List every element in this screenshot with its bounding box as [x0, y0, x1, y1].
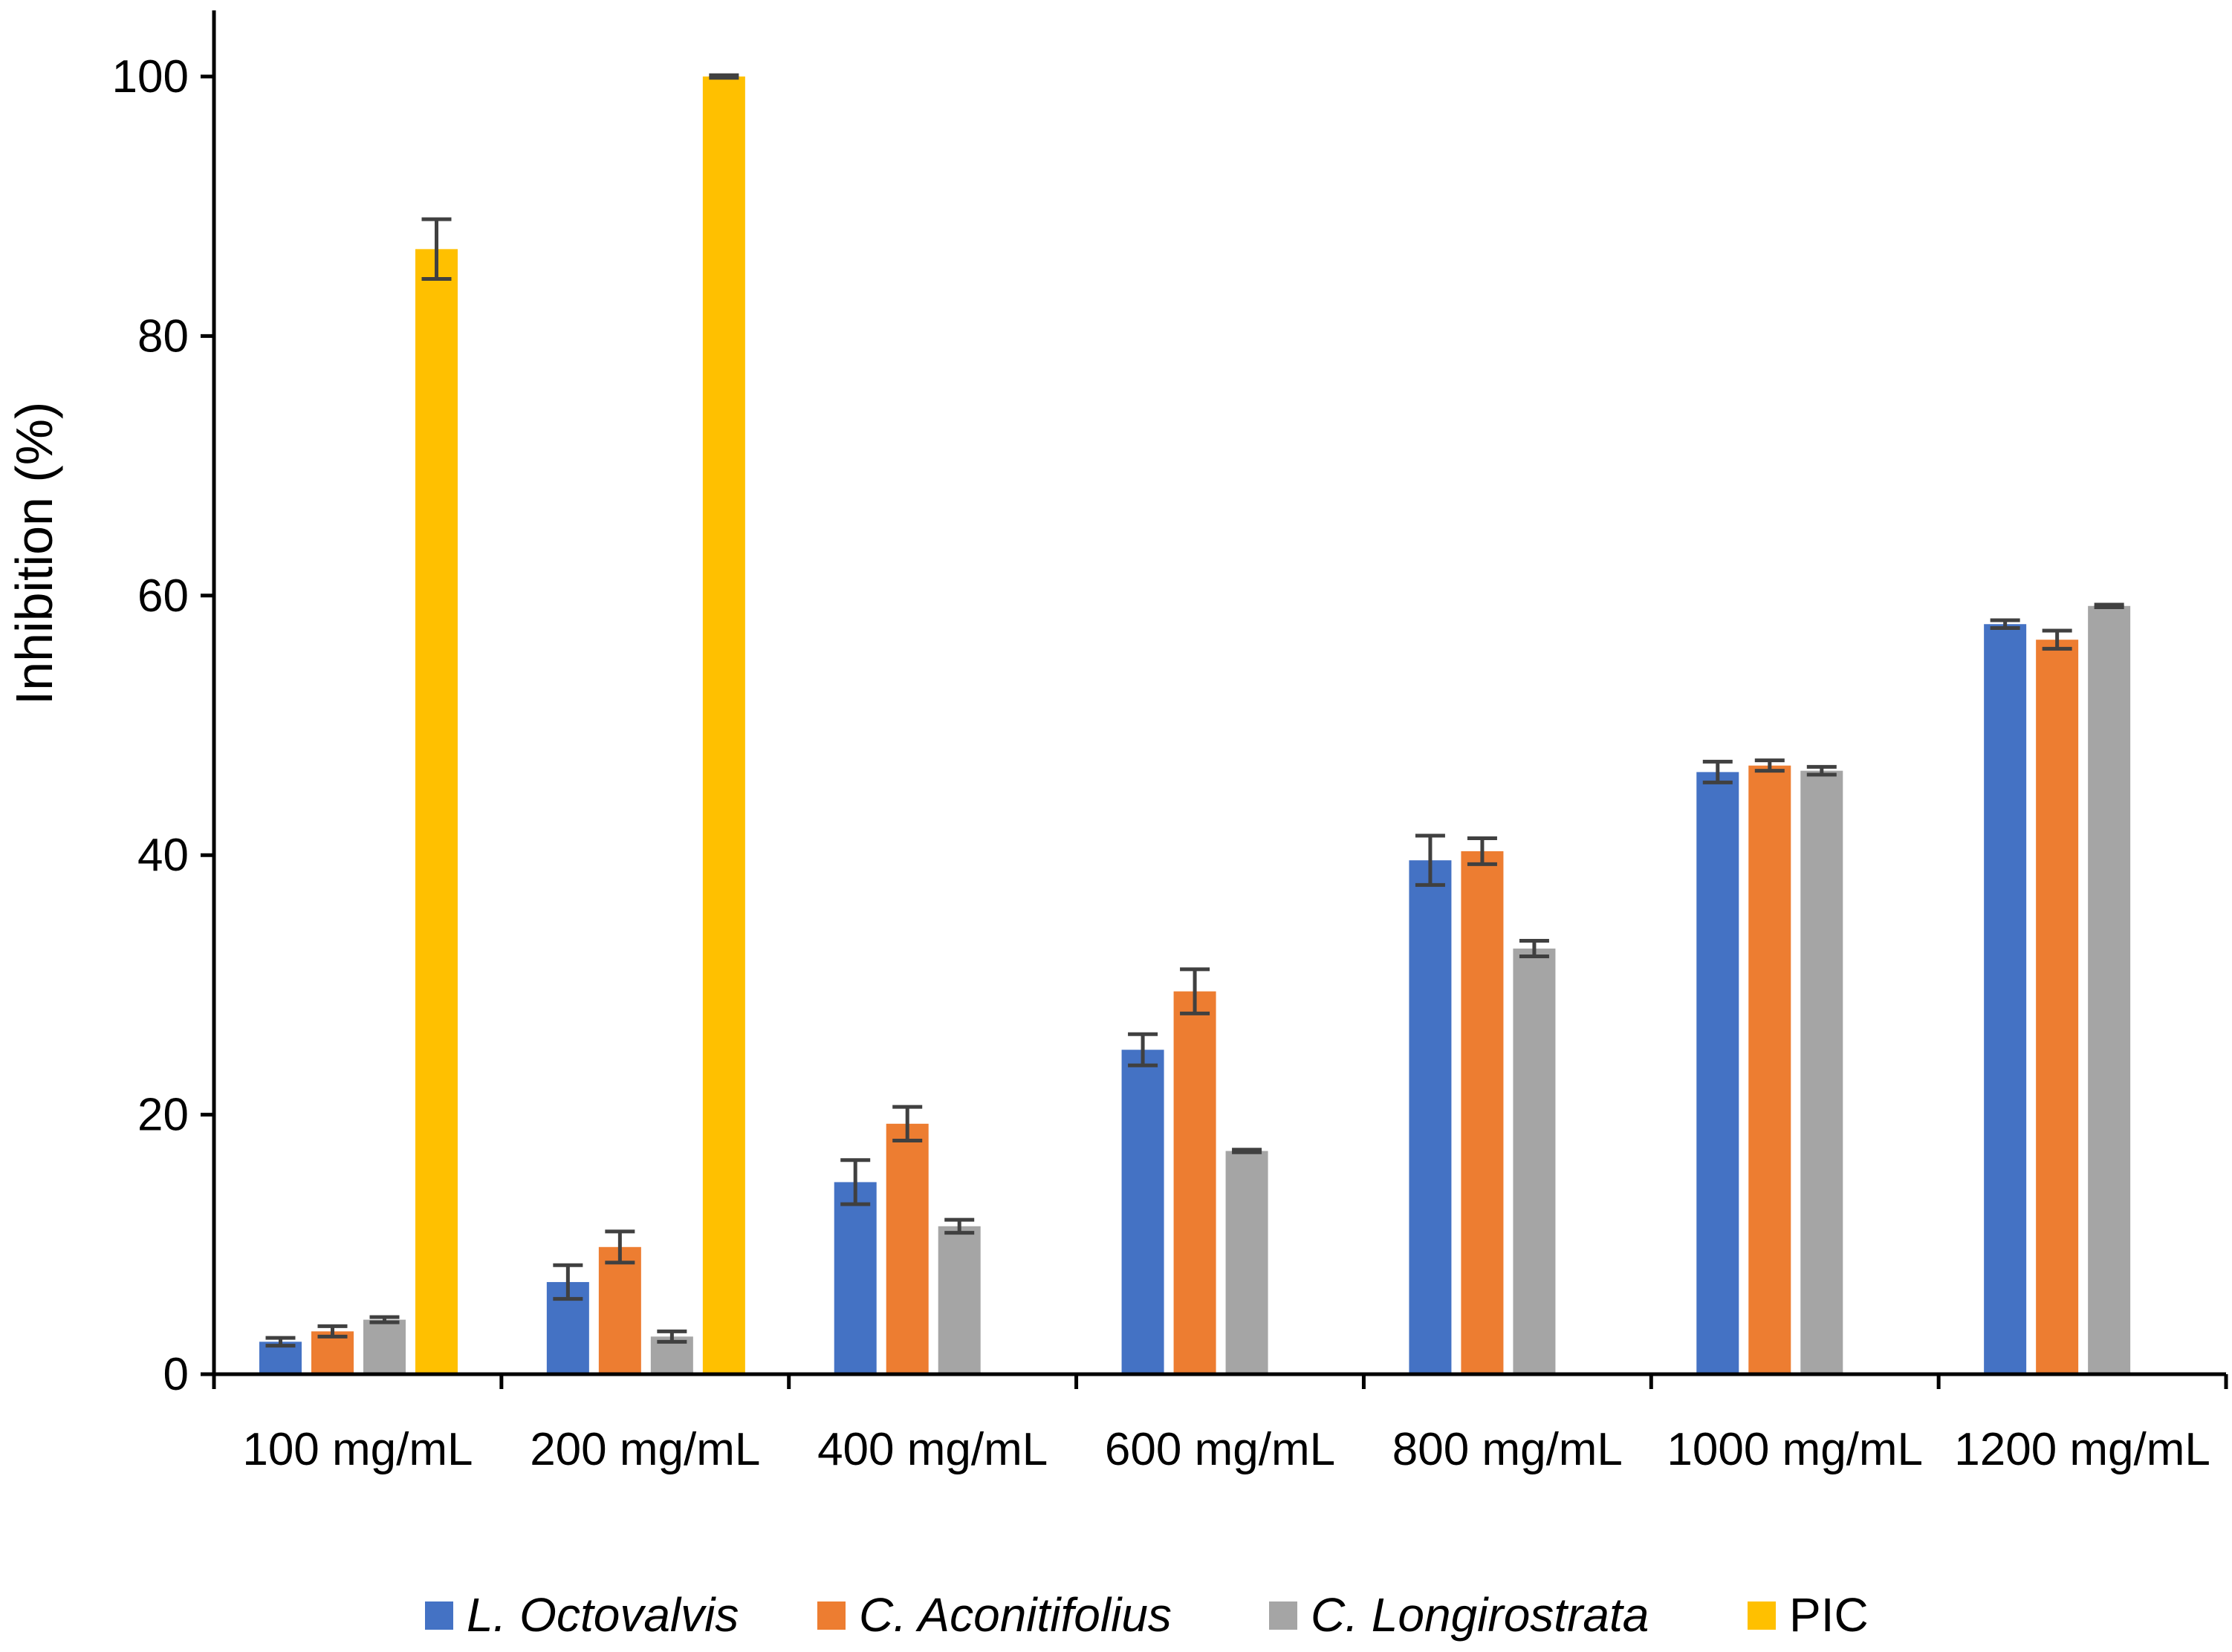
error-bar-3-3 — [944, 1217, 975, 1235]
bar-3-3 — [938, 1226, 981, 1374]
error-bar-4-1 — [421, 217, 452, 282]
error-bar-3-4 — [1232, 1148, 1262, 1154]
legend-swatch-1 — [425, 1601, 453, 1630]
x-tick-label-2: 200 mg/mL — [530, 1424, 760, 1475]
bar-3-4 — [1225, 1151, 1268, 1374]
bar-1-5 — [1409, 860, 1452, 1374]
bar-3-5 — [1513, 948, 1556, 1374]
legend-label-1: L. Octovalvis — [467, 1588, 739, 1642]
bar-1-7 — [1984, 624, 2027, 1374]
bar-2-7 — [2036, 640, 2079, 1374]
error-bar-4-2 — [709, 73, 739, 80]
x-tick-label-1: 100 mg/mL — [242, 1424, 473, 1475]
error-bar-1-1 — [265, 1336, 296, 1348]
bar-2-4 — [1173, 991, 1216, 1374]
y-tick-label-80: 80 — [137, 310, 189, 362]
error-bar-2-7 — [2042, 628, 2072, 651]
bar-3-7 — [2088, 605, 2131, 1374]
bar-3-6 — [1800, 770, 1843, 1374]
error-bar-2-6 — [1754, 758, 1785, 773]
y-tick-label-20: 20 — [137, 1090, 189, 1141]
error-bar-2-5 — [1467, 836, 1497, 866]
y-tick-label-0: 0 — [163, 1349, 189, 1400]
legend-swatch-4 — [1748, 1601, 1776, 1630]
x-tick-label-7: 1200 mg/mL — [1954, 1424, 2210, 1475]
plot-area — [259, 73, 2131, 1374]
bar-1-4 — [1121, 1050, 1164, 1374]
axes: 0 20 40 60 80 100 100 mg/mL 200 mg/mL 400 mg/mL 6… — [112, 10, 2228, 1475]
legend-label-4: PIC — [1789, 1588, 1869, 1642]
error-bar-3-6 — [1806, 764, 1837, 777]
bar-2-5 — [1461, 851, 1504, 1374]
bar-2-2 — [598, 1246, 641, 1374]
legend-swatch-3 — [1269, 1601, 1297, 1630]
y-tick-label-60: 60 — [137, 570, 189, 622]
error-bar-3-7 — [2094, 602, 2124, 610]
y-tick-label-100: 100 — [112, 51, 189, 103]
error-bar-1-3 — [840, 1158, 871, 1206]
y-axis-title: Inhibition (%) — [5, 402, 63, 706]
error-bar-1-6 — [1702, 759, 1733, 784]
error-bar-2-4 — [1180, 967, 1210, 1015]
error-bar-1-5 — [1415, 833, 1445, 887]
error-bar-1-4 — [1128, 1032, 1158, 1067]
error-bar-1-7 — [1990, 618, 2020, 630]
legend: L. Octovalvis C. Aconitifolius C. Longiros… — [425, 1588, 1869, 1642]
bar-1-6 — [1696, 772, 1739, 1374]
legend-swatch-2 — [817, 1601, 846, 1630]
x-tick-label-4: 600 mg/mL — [1105, 1424, 1335, 1475]
bar-3-1 — [363, 1319, 406, 1374]
legend-label-2: C. Aconitifolius — [859, 1588, 1172, 1642]
bar-4-1 — [415, 249, 458, 1374]
bar-4-2 — [702, 77, 745, 1374]
bar-2-1 — [311, 1331, 354, 1374]
x-tick-label-5: 800 mg/mL — [1392, 1424, 1623, 1475]
bar-1-3 — [834, 1182, 877, 1374]
error-bar-3-1 — [369, 1315, 400, 1324]
error-bar-3-2 — [657, 1329, 687, 1344]
x-tick-label-3: 400 mg/mL — [817, 1424, 1048, 1475]
x-tick-label-6: 1000 mg/mL — [1667, 1424, 1923, 1475]
bar-2-3 — [886, 1123, 929, 1374]
error-bar-2-3 — [892, 1105, 923, 1143]
error-bar-1-2 — [553, 1263, 583, 1301]
bar-2-6 — [1748, 765, 1791, 1374]
y-tick-label-40: 40 — [137, 830, 189, 881]
error-bar-2-1 — [317, 1324, 348, 1339]
error-bar-2-2 — [605, 1229, 635, 1265]
legend-label-3: C. Longirostrata — [1311, 1588, 1649, 1642]
error-bar-3-5 — [1519, 939, 1549, 958]
